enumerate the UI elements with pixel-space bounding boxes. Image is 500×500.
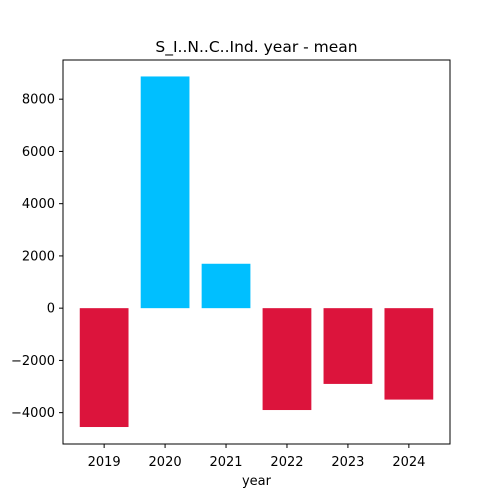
y-tick-label: 6000 [22,145,55,160]
bar-2024 [384,308,434,400]
bars-layer [79,76,434,428]
y-axis: −4000 −2000 0 2000 4000 6000 8000 [11,93,63,421]
y-tick-label: 2000 [22,249,55,264]
x-axis: 2019 2020 2021 2022 2023 2024 [88,444,425,470]
x-tick-label: 2024 [392,455,425,470]
bar-2023 [323,308,373,384]
y-tick-label: 0 [47,302,55,317]
chart-title: S_I..N..C..Ind. year - mean [155,38,357,57]
x-tick-label: 2022 [270,455,303,470]
y-tick-label: 8000 [22,93,55,108]
x-tick-label: 2021 [209,455,242,470]
bar-2019 [79,308,129,428]
x-tick-label: 2020 [149,455,182,470]
y-tick-label: −4000 [11,406,55,421]
plot-frame [62,59,451,445]
x-axis-label: year [242,474,272,489]
bar-2022 [262,308,312,411]
x-tick-label: 2023 [331,455,364,470]
x-tick-label: 2019 [88,455,121,470]
y-tick-label: −2000 [11,354,55,369]
bar-2020 [140,76,190,309]
y-tick-label: 4000 [22,197,55,212]
bar-2021 [201,263,251,309]
